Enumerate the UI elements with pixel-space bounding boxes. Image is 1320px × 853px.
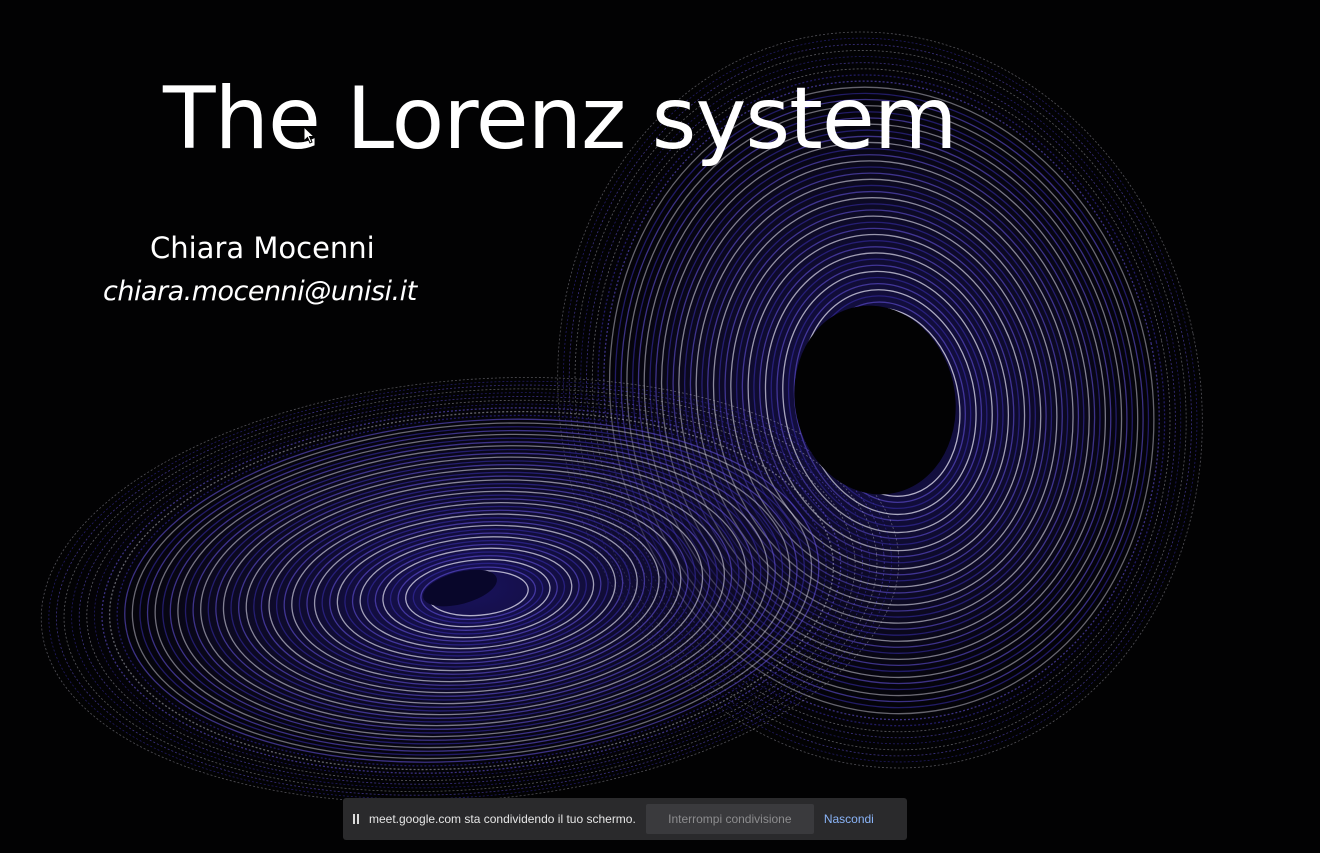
slide-title: The Lorenz system	[163, 69, 958, 169]
stop-sharing-button[interactable]: Interrompi condivisione	[645, 804, 814, 834]
author-email: chiara.mocenni@unisi.it	[103, 276, 417, 307]
right-lobe-core	[794, 305, 956, 495]
left-lobe-core	[423, 569, 497, 607]
pause-icon	[353, 814, 361, 824]
hide-button[interactable]: Nascondi	[823, 812, 874, 826]
author-name: Chiara Mocenni	[150, 231, 375, 265]
share-message: meet.google.com sta condividendo il tuo …	[369, 812, 636, 826]
screen-share-notification-bar: meet.google.com sta condividendo il tuo …	[343, 798, 907, 840]
arrow-cursor-icon	[303, 126, 315, 144]
